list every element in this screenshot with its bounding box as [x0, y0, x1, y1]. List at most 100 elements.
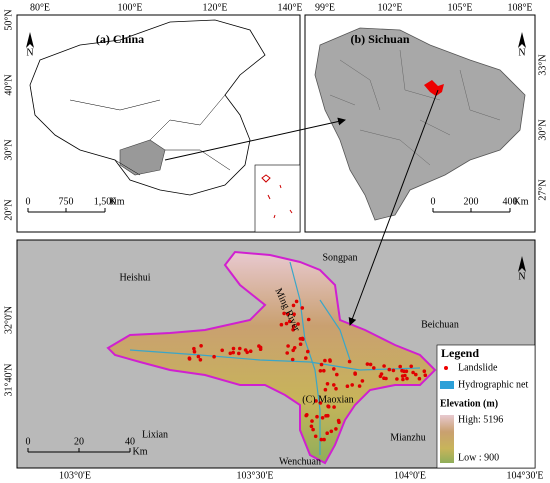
landslide-dot [279, 322, 284, 327]
landslide-dot [243, 348, 248, 352]
landslide-dot [291, 324, 296, 329]
legend-label: High: 5196 [458, 414, 503, 425]
place-label: Heishui [119, 272, 150, 283]
landslide-dot [291, 327, 295, 332]
lon-tick: 104°30'E [507, 470, 544, 481]
place-label: Songpan [323, 252, 358, 263]
scale-label: 0 [26, 436, 31, 447]
lat-tick: 30°N [3, 139, 14, 160]
scale-bar-c [27, 448, 131, 453]
lon-tick: 120°E [202, 2, 227, 13]
landslide-dot [231, 346, 236, 351]
sichuan-outline [314, 27, 526, 221]
lat-tick: 50°N [3, 9, 14, 30]
north-arrow-a [26, 32, 34, 48]
landslide-dot [300, 336, 305, 341]
landslide-dot [323, 387, 328, 392]
scale-label: Km [514, 196, 529, 207]
north-label: N [518, 47, 525, 58]
landslide-dot [248, 349, 253, 354]
landslide-dot [360, 379, 365, 383]
landslide-dot [309, 424, 314, 429]
landslide-dot [212, 354, 216, 359]
landslide-dot [368, 362, 373, 367]
lat-tick: 20°N [3, 199, 14, 220]
landslide-dot [198, 358, 203, 362]
landslide-dot [336, 418, 341, 423]
north-label: N [26, 47, 33, 58]
landslide-dot [313, 434, 318, 439]
landslide-dot [287, 319, 292, 324]
landslide-dot [304, 356, 308, 360]
legend-label: Elevation (m) [440, 398, 498, 409]
north-label: N [518, 271, 525, 282]
place-label: Mianzhu [390, 432, 426, 443]
landslide-dot [258, 347, 263, 352]
landslide-dot [315, 414, 319, 419]
landslide-dot [332, 367, 336, 371]
landslide-dot [199, 344, 203, 348]
lon-tick: 80°E [30, 2, 50, 13]
landslide-dot [318, 369, 323, 373]
landslide-dot [334, 427, 338, 431]
landslide-dot [398, 364, 403, 369]
scale-bar-a [27, 208, 106, 213]
landslides [187, 299, 428, 442]
scale-bar-b [432, 208, 511, 213]
landslide-dot [314, 399, 318, 403]
landslide-dot [335, 372, 339, 377]
legend-title: Legend [441, 346, 479, 360]
north-arrow-b [518, 32, 526, 48]
scale-label: 0 [431, 196, 436, 207]
lon-tick: 140°E [277, 2, 302, 13]
panel-title: (a) China [96, 32, 144, 46]
landslide-dot [324, 414, 328, 418]
scale-label: 200 [464, 196, 479, 207]
lat-tick: 27°N [537, 179, 548, 200]
landslide-dot [192, 346, 196, 351]
lat-tick: 31°40'N [3, 363, 14, 396]
landslide-dot [384, 376, 388, 381]
landslide-dot [332, 405, 336, 409]
landslide-dot [379, 372, 384, 376]
landslide-dot [196, 354, 201, 359]
landslide-dot [323, 358, 327, 363]
scale-label: 20 [74, 436, 84, 447]
landslide-dot [306, 317, 311, 322]
landslide-dot [292, 312, 296, 317]
legend-label: Landslide [458, 362, 498, 373]
landslide-dot [322, 437, 326, 442]
place-label: Lixian [142, 429, 168, 440]
place-label: (C) Maoxian [302, 394, 353, 405]
landslide-dot [422, 369, 427, 374]
landslide-dot [290, 357, 295, 362]
landslide-dot [304, 413, 309, 418]
landslide-dot [395, 377, 399, 381]
landslide-dot [403, 373, 407, 378]
landslide-dot [300, 306, 305, 310]
landslide-dot [332, 383, 336, 387]
landslide-dot [286, 344, 290, 348]
landslide-dot [365, 362, 370, 366]
landslide-dot [401, 377, 405, 382]
landslide-dot [320, 416, 325, 420]
legend-hydro-symbol [440, 381, 454, 389]
landslide-dot [382, 364, 386, 368]
lon-tick: 100°E [117, 2, 142, 13]
arrow-b-c [348, 89, 439, 326]
rivers [129, 261, 421, 455]
landslide-dot [318, 401, 323, 405]
lat-tick: 30°N [537, 119, 548, 140]
landslide-dot [404, 369, 409, 374]
landslide-dot [310, 419, 314, 423]
landslide-dot [220, 348, 224, 353]
landslide-dot [291, 348, 296, 353]
landslide-dot [286, 312, 290, 317]
landslide-dot [231, 350, 235, 355]
landslide-dot [319, 362, 324, 367]
lon-tick: 103°30'E [237, 470, 274, 481]
landslide-dot [237, 351, 241, 356]
maoxian-boundary [106, 250, 437, 465]
landslide-dot [411, 370, 415, 375]
